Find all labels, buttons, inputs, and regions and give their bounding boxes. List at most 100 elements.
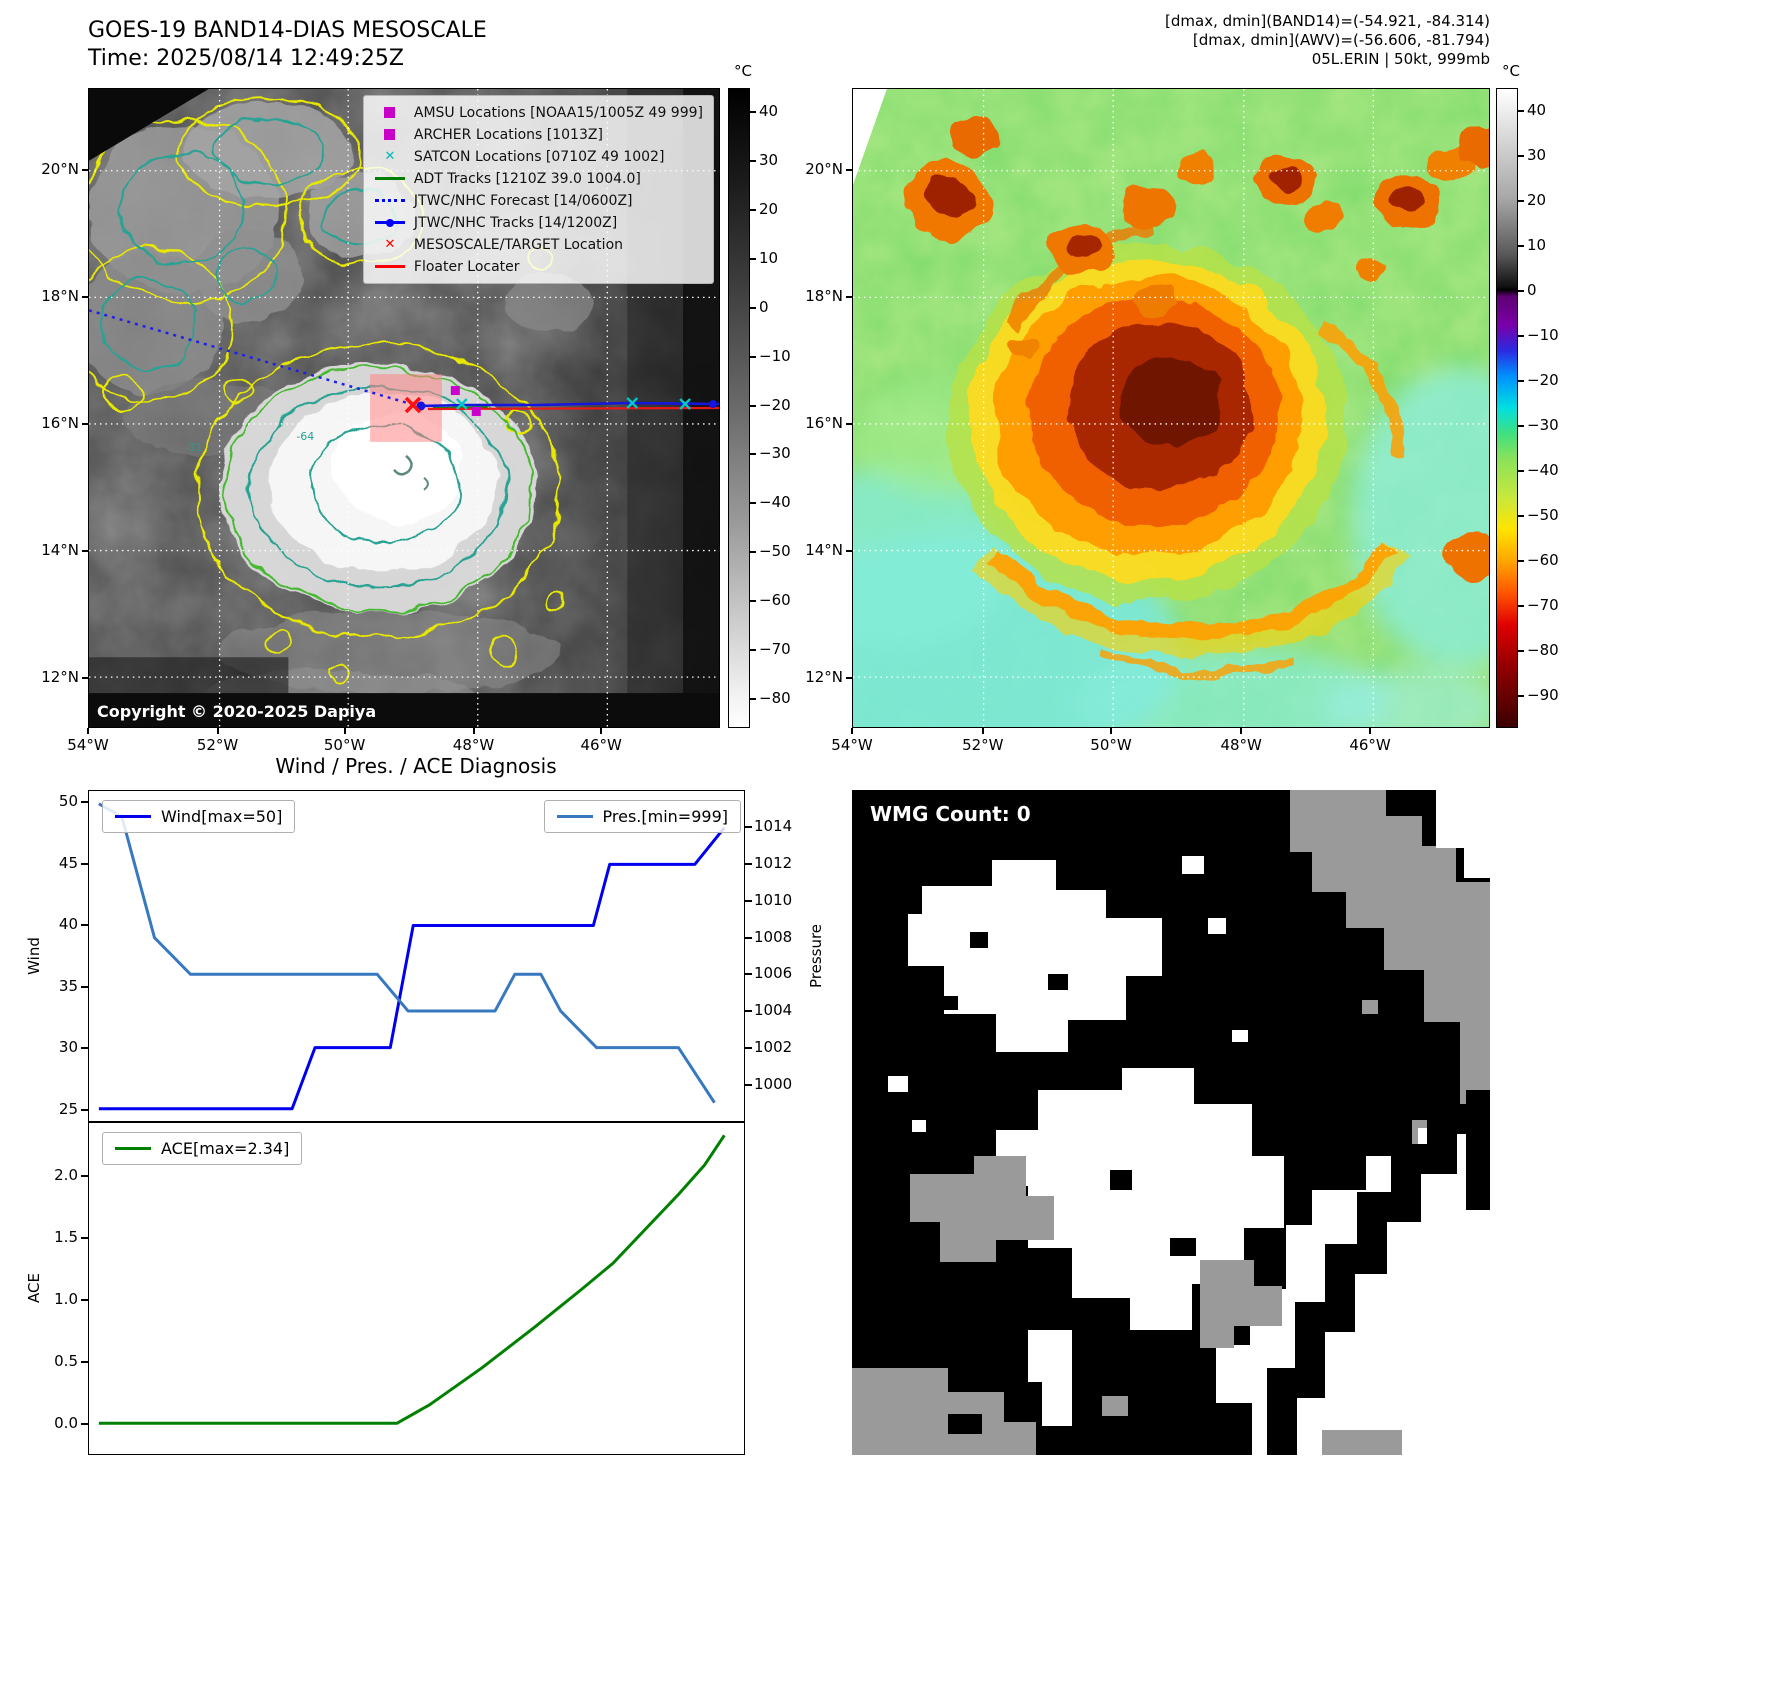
cbar-tick-label: 20	[1527, 190, 1547, 209]
diagnosis-title: Wind / Pres. / ACE Diagnosis	[275, 754, 557, 778]
y-tick-label: 30	[58, 1038, 78, 1057]
band14-colorbar	[728, 88, 750, 728]
cbar-tick-label: −60	[1527, 551, 1559, 570]
dotted-marker-icon	[374, 199, 406, 202]
x-marker-icon: ✕	[384, 149, 396, 164]
lat-tick-label: 14°N	[805, 540, 843, 559]
ace-chart	[88, 1122, 745, 1455]
y-tick-label: 0.5	[54, 1352, 78, 1371]
cbar-tick-mark	[750, 599, 756, 602]
pressure-series-line	[98, 802, 716, 1104]
lat-tick-mark	[82, 677, 88, 680]
awv-satellite-art	[853, 89, 1489, 727]
cbar-tick-mark	[1518, 244, 1524, 247]
cbar-tick-label: −60	[759, 590, 791, 609]
lat-tick-mark	[846, 423, 852, 425]
lat-tick-mark	[82, 296, 88, 299]
y-tick-mark	[81, 1237, 88, 1240]
cbar-tick-mark	[750, 697, 756, 700]
y-tick-label: 40	[58, 915, 78, 934]
lat-tick-label: 16°N	[41, 414, 79, 432]
cbar-tick-label: −40	[759, 493, 791, 512]
y-tick-label: 2.0	[54, 1166, 78, 1185]
cbar-tick-mark	[750, 404, 756, 407]
square-marker-icon	[374, 129, 406, 140]
cbar-tick-mark	[1518, 605, 1524, 608]
lat-tick-label: 14°N	[41, 540, 79, 559]
wind-legend-line-icon	[115, 815, 151, 818]
cbar-tick-mark	[750, 551, 756, 554]
lat-tick-label: 16°N	[805, 414, 843, 432]
y-tick-label: 25	[58, 1099, 78, 1118]
lat-tick-mark	[846, 677, 852, 680]
cbar-tick-label: 40	[759, 102, 779, 121]
line-marker-icon	[374, 265, 406, 268]
cbar-tick-label: −30	[759, 444, 791, 463]
lon-tick-label: 52°W	[196, 736, 239, 754]
lat-tick-mark	[82, 168, 88, 171]
archer-marker	[471, 407, 481, 416]
y-tick-label: 1.0	[54, 1290, 78, 1309]
cbar-tick-label: −40	[1527, 461, 1559, 480]
y-tick-mark	[81, 1299, 88, 1302]
legend-item: JTWC/NHC Forecast [14/0600Z]	[374, 191, 703, 210]
cbar-tick-label: 0	[1527, 280, 1537, 299]
lon-tick-mark	[1110, 728, 1113, 734]
y-tick-label: 1.5	[54, 1228, 78, 1247]
ace-legend-label: ACE[max=2.34]	[161, 1139, 290, 1158]
lat-tick-label: 12°N	[805, 668, 843, 687]
jtwc-forecast-line	[89, 309, 419, 408]
cbar-tick-mark	[750, 257, 756, 260]
y-tick-mark	[745, 1047, 752, 1050]
wind-axis-label: Wind	[25, 937, 43, 975]
lat-tick-mark	[846, 296, 852, 299]
y-tick-label: 1012	[754, 853, 793, 872]
pressure-legend-label: Pres.[min=999]	[602, 807, 728, 826]
ace-legend-line-icon	[115, 1147, 151, 1150]
contour-label: -64	[296, 430, 314, 443]
y-tick-mark	[81, 1108, 88, 1111]
pressure-legend: Pres.[min=999]	[543, 800, 741, 833]
cbar-tick-label: 10	[1527, 235, 1547, 254]
jtwc-track-line	[417, 401, 719, 408]
y-tick-mark	[745, 1010, 752, 1013]
y-tick-mark	[81, 801, 88, 804]
lon-tick-mark	[472, 728, 475, 734]
band14-time: Time: 2025/08/14 12:49:25Z	[88, 46, 404, 71]
lon-tick-mark	[1240, 728, 1243, 734]
legend-item-label: ADT Tracks [1210Z 39.0 1004.0]	[413, 170, 641, 187]
cbar-tick-label: −70	[759, 639, 791, 658]
cbar-tick-mark	[750, 306, 756, 309]
cbar-tick-label: 40	[1527, 100, 1547, 119]
lon-tick-label: 46°W	[1349, 736, 1391, 754]
cbar-tick-mark	[750, 111, 756, 114]
satcon-markers	[455, 397, 691, 410]
cbar-tick-label: −50	[759, 542, 791, 561]
pressure-legend-line-icon	[556, 815, 593, 818]
x-marker-icon: ✕	[384, 237, 396, 252]
legend-item-label: SATCON Locations [0710Z 49 1002]	[413, 148, 665, 165]
legend-item: Floater Locater	[374, 257, 703, 276]
lon-tick-mark	[216, 728, 219, 734]
cbar-tick-mark	[750, 160, 756, 163]
cbar-tick-mark	[750, 355, 756, 358]
lat-tick-mark	[846, 168, 852, 171]
cbar-tick-mark	[750, 209, 756, 212]
y-tick-label: 1000	[754, 1075, 793, 1094]
storm-id-intensity: 05L.ERIN | 50kt, 999mb	[1311, 50, 1490, 68]
band14-satellite-map: -64 -31	[88, 88, 720, 728]
lon-tick-mark	[1369, 728, 1372, 734]
cbar-tick-label: −80	[1527, 641, 1559, 660]
cbar-tick-mark	[1518, 695, 1524, 698]
legend-item-label: AMSU Locations [NOAA15/1005Z 49 999]	[413, 104, 703, 121]
y-tick-label: 1008	[754, 927, 793, 946]
awv-annotations: [dmax, dmin](BAND14)=(-54.921, -84.314) …	[1165, 12, 1490, 69]
cbar-tick-label: −30	[1527, 416, 1559, 435]
cbar-tick-label: −90	[1527, 686, 1559, 705]
lon-tick-label: 54°W	[67, 736, 109, 754]
ace-axis-label: ACE	[25, 1273, 43, 1303]
lon-tick-label: 46°W	[580, 736, 622, 754]
awv-satellite-map	[852, 88, 1490, 728]
y-tick-mark	[81, 862, 88, 865]
